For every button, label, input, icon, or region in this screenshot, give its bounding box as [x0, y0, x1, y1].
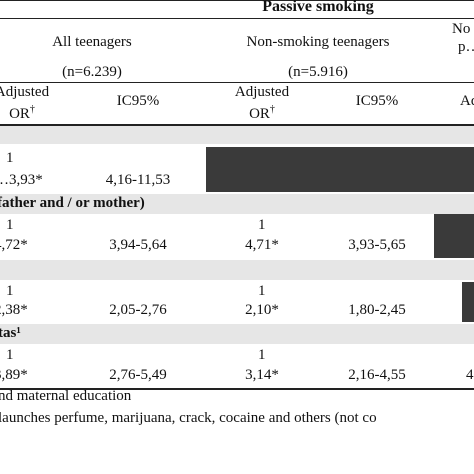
col-all-or-label: Adjusted OR† — [0, 84, 49, 123]
s2-ref-all: 1 — [6, 217, 14, 233]
footnote-1: nd maternal education — [0, 388, 132, 404]
s3-ref-all: 1 — [6, 283, 14, 299]
s4-all-ci: 2,76-5,49 — [109, 367, 167, 383]
s4-ns-ci: 2,16-4,55 — [348, 367, 406, 383]
col-all-ci-label: IC95% — [116, 93, 160, 109]
redacted-block-1 — [206, 147, 474, 192]
s2-ns-or: 4,71* — [245, 237, 279, 253]
header-bottom-rule — [0, 124, 474, 126]
section-band-3 — [0, 260, 474, 280]
table-bottom-rule — [0, 388, 474, 390]
section-band-4 — [0, 324, 474, 344]
s3-all-or: 2,38* — [0, 302, 28, 318]
subheader-rule — [0, 82, 474, 83]
redacted-block-2 — [434, 214, 474, 258]
col-ns-or-label: Adjusted OR† — [235, 84, 289, 123]
col-all-or-label-l2: OR† — [9, 104, 35, 122]
col-partial-title-line2: p… — [458, 39, 474, 55]
col-ns-ci-label: IC95% — [355, 93, 399, 109]
footnote-2: launches perfume, marijuana, crack, coca… — [0, 410, 377, 426]
col-all-title: All teenagers — [52, 34, 132, 50]
section-band-1 — [0, 126, 474, 144]
s3-ns-or: 2,10* — [245, 302, 279, 318]
s2-all-ci: 3,94-5,64 — [109, 237, 167, 253]
col-nonsmoking-title: Non-smoking teenagers — [246, 34, 390, 50]
top-rule — [0, 0, 474, 1]
col-partial-or-label: Ad — [460, 93, 474, 109]
col-nonsmoking-n: (n=5.916) — [288, 64, 348, 80]
s4-all-or: 3,89* — [0, 367, 28, 383]
s4-label: tas¹ — [0, 325, 21, 341]
col-partial-title: No p… — [452, 20, 474, 56]
col-all-or-label-l1: Adjusted — [0, 84, 50, 100]
group-rule — [0, 18, 474, 19]
s1-all-or: …3,93* — [0, 172, 43, 188]
group-title: Passive smoking — [262, 0, 374, 15]
s3-ns-ci: 1,80-2,45 — [348, 302, 406, 318]
s3-all-ci: 2,05-2,76 — [109, 302, 167, 318]
s2-ns-ci: 3,93-5,65 — [348, 237, 406, 253]
s4-ns-or: 3,14* — [245, 367, 279, 383]
section-band-2 — [0, 194, 474, 214]
col-partial-title-line1: No — [452, 21, 471, 37]
s2-label: father and / or mother) — [0, 195, 145, 211]
s1-all-ci: 4,16-11,53 — [105, 172, 171, 188]
s4-partial-value: 4 — [466, 367, 474, 383]
s2-all-or: 4,72* — [0, 237, 28, 253]
col-all-n: (n=6.239) — [62, 64, 122, 80]
col-ns-or-label-l1: Adjusted — [234, 84, 290, 100]
s2-ref-ns: 1 — [258, 217, 266, 233]
s1-ref: 1 — [6, 150, 14, 166]
s3-ref-ns: 1 — [258, 283, 266, 299]
s4-ref-all: 1 — [6, 347, 14, 363]
redacted-block-3 — [462, 282, 474, 322]
s4-ref-ns: 1 — [258, 347, 266, 363]
col-ns-or-label-l2: OR† — [249, 104, 275, 122]
